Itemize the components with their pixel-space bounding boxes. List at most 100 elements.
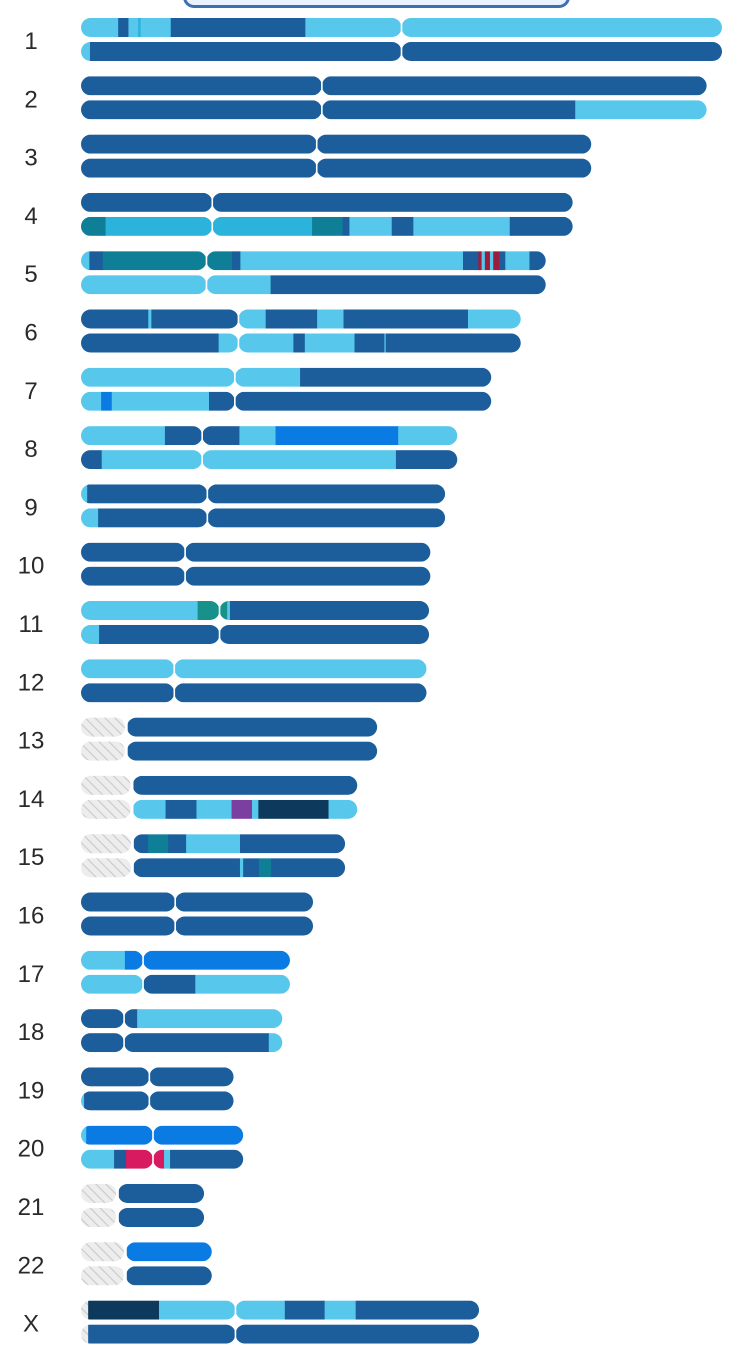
ancestry-segment[interactable] [81, 42, 91, 61]
haplotype-1[interactable] [81, 1008, 283, 1030]
ancestry-segment[interactable] [124, 950, 290, 970]
ancestry-segment[interactable] [81, 450, 103, 470]
ancestry-segment[interactable] [284, 1300, 326, 1320]
ancestry-segment[interactable] [102, 251, 207, 271]
chromosome-9[interactable]: 9 [24, 483, 446, 529]
ancestry-segment[interactable] [196, 799, 232, 819]
ancestry-segment[interactable] [84, 1091, 234, 1111]
ancestry-segment[interactable] [133, 858, 241, 878]
ancestry-segment[interactable] [484, 251, 491, 271]
ancestry-segment[interactable] [81, 659, 427, 679]
haplotype-1[interactable] [81, 308, 521, 330]
ancestry-segment[interactable] [81, 542, 431, 562]
ancestry-segment[interactable] [252, 799, 259, 819]
ancestry-segment[interactable] [124, 1009, 138, 1029]
ancestry-segment[interactable] [88, 1324, 480, 1344]
ancestry-segment[interactable] [81, 1300, 89, 1320]
haplotype-2[interactable] [81, 565, 431, 587]
ancestry-segment[interactable] [271, 858, 346, 878]
ancestry-segment[interactable] [89, 42, 722, 61]
chromosome-13[interactable]: 13 [18, 716, 378, 762]
ancestry-segment[interactable] [208, 391, 492, 411]
ancestry-segment[interactable] [89, 251, 104, 271]
ancestry-segment[interactable] [118, 18, 129, 37]
haplotype-1[interactable] [81, 133, 592, 155]
chromosome-19[interactable]: 19 [18, 1066, 234, 1112]
haplotype-2[interactable] [81, 99, 707, 121]
ancestry-segment[interactable] [81, 333, 220, 353]
ancestry-segment[interactable] [305, 18, 722, 37]
haplotype-1[interactable] [81, 833, 346, 855]
ancestry-segment[interactable] [81, 216, 106, 236]
ancestry-segment[interactable] [81, 916, 314, 936]
chromosome-4[interactable]: 4 [24, 191, 573, 237]
ancestry-segment[interactable] [81, 1091, 85, 1111]
chromosome-2[interactable]: 2 [24, 75, 707, 121]
ancestry-segment[interactable] [270, 275, 547, 295]
ancestry-segment[interactable] [137, 1009, 283, 1029]
ancestry-segment[interactable] [81, 1033, 270, 1053]
ancestry-segment[interactable] [328, 799, 358, 819]
haplotype-1[interactable] [81, 716, 378, 738]
ancestry-segment[interactable] [391, 216, 414, 236]
haplotype-2[interactable] [81, 507, 446, 529]
ancestry-segment[interactable] [164, 426, 203, 446]
haplotype-1[interactable] [81, 425, 458, 447]
ancestry-segment[interactable] [195, 974, 290, 994]
ancestry-segment[interactable] [232, 251, 241, 271]
chromosome-1[interactable]: 1 [24, 17, 722, 62]
ancestry-segment[interactable] [324, 1300, 357, 1320]
haplotype-2[interactable] [81, 1265, 212, 1287]
ancestry-segment[interactable] [118, 1208, 205, 1227]
ancestry-segment[interactable] [202, 450, 397, 470]
haplotype-2[interactable] [81, 973, 290, 995]
ancestry-segment[interactable] [81, 601, 199, 620]
ancestry-segment[interactable] [81, 1009, 125, 1029]
ancestry-segment[interactable] [148, 309, 152, 329]
ancestry-segment[interactable] [509, 216, 573, 236]
ancestry-segment[interactable] [81, 892, 314, 912]
ancestry-segment[interactable] [114, 1149, 127, 1169]
ancestry-segment[interactable] [505, 251, 530, 271]
ancestry-segment[interactable] [87, 484, 446, 504]
ancestry-segment[interactable] [235, 1300, 286, 1320]
ancestry-segment[interactable] [81, 1125, 87, 1145]
chromosome-5[interactable]: 5 [24, 250, 547, 296]
ancestry-segment[interactable] [133, 834, 149, 854]
ancestry-segment[interactable] [81, 275, 272, 295]
ancestry-segment[interactable] [499, 251, 506, 271]
haplotype-2[interactable] [81, 857, 346, 879]
ancestry-segment[interactable] [126, 717, 378, 737]
haplotype-2[interactable] [81, 1323, 480, 1345]
chromosome-10[interactable]: 10 [18, 541, 431, 587]
haplotype-2[interactable] [81, 1032, 283, 1054]
ancestry-segment[interactable] [467, 309, 521, 329]
ancestry-segment[interactable] [575, 100, 707, 120]
ancestry-segment[interactable] [385, 333, 521, 353]
chromosome-12[interactable]: 12 [18, 658, 427, 704]
chromosome-22[interactable]: 22 [18, 1241, 213, 1287]
ancestry-segment[interactable] [81, 1324, 89, 1344]
chromosome-15[interactable]: 15 [18, 833, 346, 879]
haplotype-1[interactable] [81, 75, 707, 97]
ancestry-segment[interactable] [126, 1149, 154, 1169]
ancestry-segment[interactable] [164, 1149, 171, 1169]
ancestry-segment[interactable] [88, 1300, 160, 1320]
haplotype-1[interactable] [81, 17, 722, 38]
ancestry-segment[interactable] [170, 1149, 244, 1169]
ancestry-segment[interactable] [81, 566, 431, 586]
haplotype-2[interactable] [81, 624, 430, 645]
ancestry-segment[interactable] [265, 309, 318, 329]
ancestry-segment[interactable] [304, 333, 355, 353]
ancestry-segment[interactable] [81, 100, 576, 120]
haplotype-1[interactable] [81, 191, 573, 213]
haplotype-1[interactable] [81, 1124, 244, 1146]
haplotype-1[interactable] [81, 1241, 212, 1263]
ancestry-segment[interactable] [489, 251, 494, 271]
ancestry-segment[interactable] [81, 158, 592, 178]
ancestry-segment[interactable] [132, 775, 358, 795]
haplotype-2[interactable] [81, 798, 358, 820]
ancestry-segment[interactable] [81, 508, 99, 528]
ancestry-segment[interactable] [240, 251, 464, 271]
ancestry-segment[interactable] [243, 858, 260, 878]
